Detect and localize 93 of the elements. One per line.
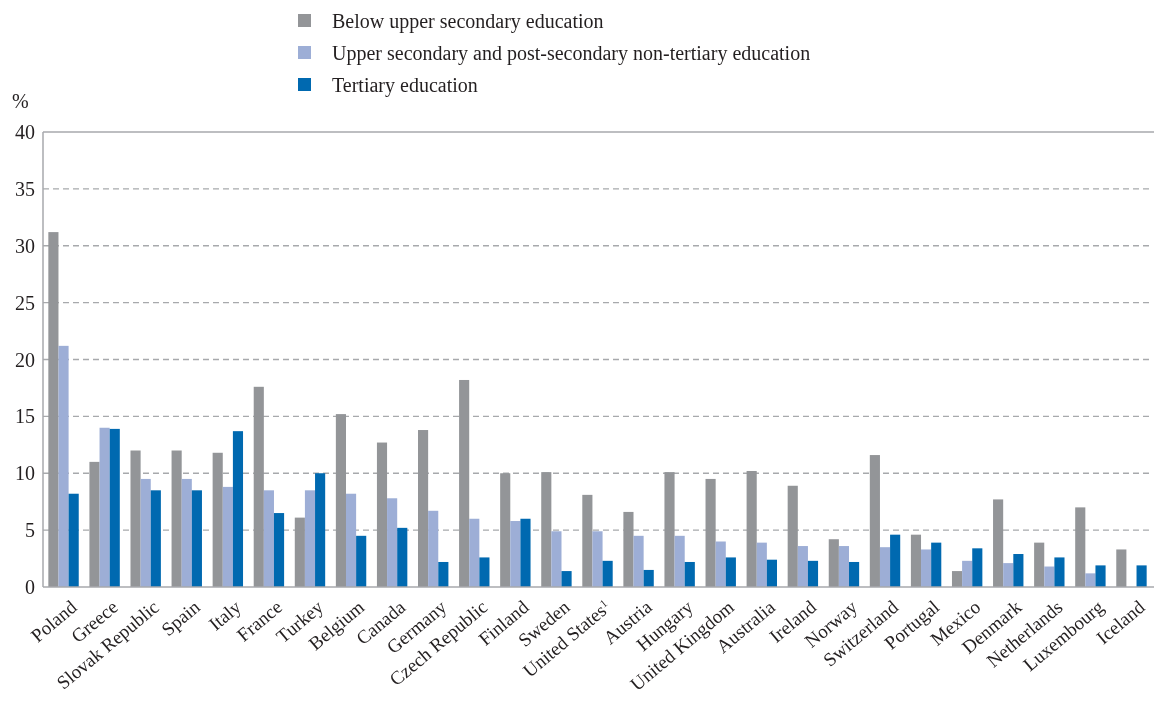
y-tick-label: 10 bbox=[15, 462, 35, 485]
legend-label: Tertiary education bbox=[332, 74, 478, 97]
bar bbox=[387, 498, 398, 587]
y-tick-label: 40 bbox=[15, 121, 35, 143]
bar bbox=[212, 452, 223, 587]
bar bbox=[684, 561, 695, 587]
bar bbox=[315, 473, 326, 587]
bar bbox=[253, 386, 264, 587]
bar bbox=[140, 478, 151, 587]
bar bbox=[418, 430, 429, 587]
y-tick-label: 5 bbox=[25, 519, 35, 542]
y-tick-label: 30 bbox=[15, 234, 35, 257]
bar bbox=[931, 542, 942, 587]
bar bbox=[1013, 554, 1024, 587]
bar bbox=[1075, 507, 1086, 587]
bar bbox=[921, 549, 932, 587]
bar bbox=[849, 561, 860, 587]
y-tick-label: 35 bbox=[15, 177, 35, 200]
legend-label: Below upper secondary education bbox=[332, 10, 604, 33]
bar bbox=[376, 442, 388, 587]
y-tick-label: 0 bbox=[25, 576, 35, 598]
bar bbox=[879, 547, 891, 587]
bar bbox=[109, 428, 120, 587]
bar bbox=[58, 345, 69, 587]
bar bbox=[263, 490, 274, 587]
bar bbox=[500, 473, 511, 587]
bar bbox=[797, 546, 808, 587]
bar bbox=[1095, 565, 1106, 587]
bar bbox=[191, 490, 202, 587]
bar bbox=[89, 461, 100, 587]
bar bbox=[993, 499, 1004, 587]
bar bbox=[705, 478, 716, 587]
bar bbox=[623, 511, 634, 587]
bar bbox=[1116, 549, 1127, 587]
bar bbox=[643, 569, 654, 587]
bar bbox=[428, 510, 439, 587]
y-tick-label: 15 bbox=[15, 405, 35, 428]
bar bbox=[171, 450, 182, 587]
legend-label: Upper secondary and post-secondary non-tertiary education bbox=[332, 42, 811, 65]
y-axis-title: % bbox=[12, 90, 29, 112]
bar bbox=[469, 518, 480, 587]
bar bbox=[68, 493, 79, 587]
bar bbox=[304, 490, 316, 587]
bar bbox=[345, 493, 357, 587]
bar bbox=[459, 379, 470, 587]
bar bbox=[48, 232, 59, 587]
bar bbox=[602, 560, 613, 587]
bar bbox=[520, 518, 531, 587]
bar bbox=[335, 414, 346, 587]
bar bbox=[1085, 573, 1096, 587]
bar bbox=[438, 561, 449, 587]
y-tick-label: 25 bbox=[15, 291, 35, 314]
bar bbox=[746, 470, 757, 587]
bar bbox=[273, 513, 285, 587]
bar bbox=[356, 535, 367, 587]
bar bbox=[551, 531, 562, 587]
bar bbox=[1034, 542, 1045, 587]
bar bbox=[1044, 566, 1055, 587]
bar bbox=[674, 535, 685, 587]
bar bbox=[561, 571, 572, 587]
bar bbox=[541, 472, 552, 587]
bar bbox=[582, 494, 593, 587]
bar bbox=[397, 527, 408, 587]
bar bbox=[787, 485, 798, 587]
bar bbox=[951, 571, 963, 587]
bar bbox=[715, 541, 726, 587]
bar bbox=[150, 490, 161, 587]
bar bbox=[869, 455, 880, 587]
bar bbox=[838, 546, 850, 587]
bar bbox=[222, 486, 233, 587]
bar bbox=[130, 450, 141, 587]
bar bbox=[890, 534, 901, 587]
bar bbox=[479, 557, 490, 587]
bar bbox=[962, 560, 973, 587]
bar bbox=[1054, 557, 1065, 587]
bar bbox=[725, 557, 736, 587]
bar bbox=[807, 560, 819, 587]
bar bbox=[633, 535, 644, 587]
bar bbox=[828, 539, 839, 587]
bar bbox=[592, 531, 603, 587]
bar bbox=[294, 517, 305, 587]
bar bbox=[910, 534, 922, 587]
bar bbox=[972, 548, 983, 587]
bar bbox=[756, 542, 767, 587]
bar bbox=[232, 431, 244, 587]
y-tick-label: 20 bbox=[15, 348, 35, 371]
bar bbox=[1003, 563, 1014, 587]
bar bbox=[1136, 565, 1147, 587]
bar bbox=[510, 521, 521, 587]
bar bbox=[766, 559, 777, 587]
bar bbox=[99, 427, 110, 587]
bar bbox=[181, 478, 192, 587]
bar bbox=[664, 472, 675, 587]
